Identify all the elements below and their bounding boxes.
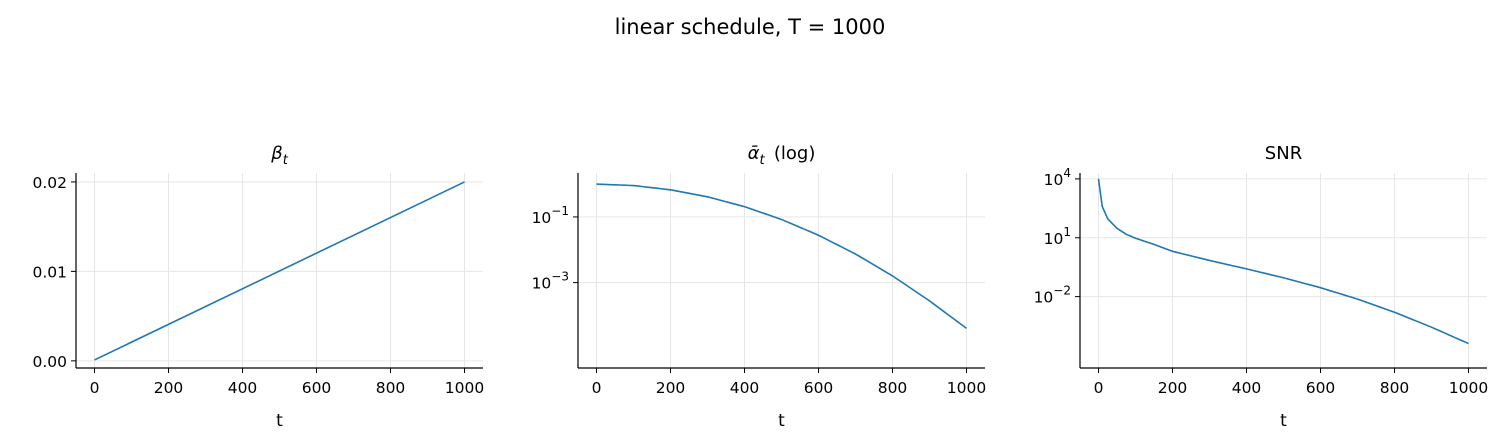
x-tick-label: 200: [1158, 379, 1188, 397]
figure-title: linear schedule, T = 1000: [615, 15, 886, 39]
panel-title-alpha-bar: ᾱt (log): [748, 143, 816, 168]
y-tick-label: 101: [1044, 225, 1071, 248]
x-tick-label: 1000: [947, 379, 986, 397]
x-tick-label: 600: [302, 379, 332, 397]
series-line: [596, 183, 967, 329]
x-tick-label: 800: [376, 379, 406, 397]
panel-title-beta: βt: [270, 143, 289, 168]
x-tick-label: 400: [228, 379, 258, 397]
x-tick-label: 0: [592, 379, 602, 397]
x-tick-label: 1000: [445, 379, 484, 397]
series-line: [1097, 178, 1469, 345]
panel-beta: 0 200 400 600 800 1000 0.00 0.01 0.02 t βt: [32, 143, 484, 431]
x-tick-label: 200: [154, 379, 184, 397]
series-line: [94, 181, 465, 361]
x-tick-label: 400: [1232, 379, 1262, 397]
x-axis-label: t: [1280, 411, 1287, 431]
x-tick-label: 400: [730, 379, 760, 397]
y-tick-label: 0.00: [32, 353, 67, 371]
panel-alpha-bar: 0 200 400 600 800 1000 10−1 10−3 t ᾱt (log): [532, 143, 987, 431]
x-tick-label: 800: [1380, 379, 1410, 397]
x-tick-label: 200: [656, 379, 686, 397]
panel-title-snr: SNR: [1265, 143, 1302, 164]
y-tick-label: 10−3: [532, 270, 569, 293]
panel-snr: 0 200 400 600 800 1000 104 101 10−2 t SNR: [1034, 143, 1489, 431]
x-tick-label: 800: [878, 379, 908, 397]
y-tick-label: 10−1: [532, 204, 569, 227]
y-tick-label: 0.02: [32, 174, 67, 192]
y-tick-label: 0.01: [32, 263, 67, 281]
y-tick-label: 104: [1044, 166, 1071, 189]
x-tick-label: 1000: [1449, 379, 1488, 397]
x-tick-label: 600: [804, 379, 834, 397]
x-tick-label: 0: [90, 379, 100, 397]
y-tick-label: 10−2: [1034, 284, 1071, 307]
x-tick-label: 0: [1094, 379, 1104, 397]
x-axis-label: t: [276, 411, 283, 431]
x-tick-label: 600: [1306, 379, 1336, 397]
x-axis-label: t: [778, 411, 785, 431]
